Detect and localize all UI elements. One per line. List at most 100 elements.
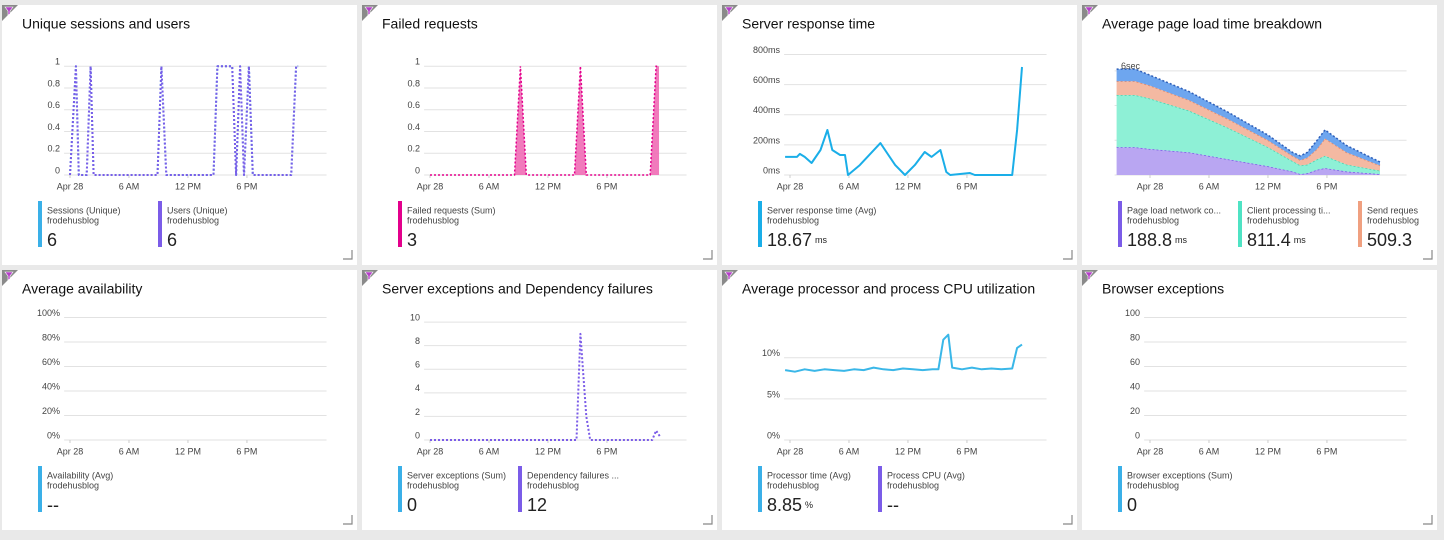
y-tick-label: 0.4 [407, 122, 420, 132]
y-tick-label: 0.2 [407, 144, 420, 154]
legend-unit: ms [1294, 235, 1306, 245]
legend-name: Availability (Avg) [47, 470, 113, 480]
legend-name: Server response time (Avg) [767, 205, 876, 215]
y-tick-label: 0.2 [47, 144, 60, 154]
legend-value: 509.3 [1367, 230, 1412, 250]
legend-entry[interactable]: Users (Unique)frodehusblog 6 [158, 201, 228, 250]
y-tick-label: 200ms [753, 135, 781, 145]
y-tick-label: 100% [37, 308, 60, 318]
tile-title: Average page load time breakdown [1102, 16, 1322, 32]
y-tick-label: 0 [415, 430, 420, 440]
resize-handle[interactable] [343, 250, 353, 260]
x-tick-label: 6 PM [596, 181, 617, 191]
legend-value: 811.4 [1247, 230, 1291, 250]
y-tick-label: 2 [415, 407, 420, 417]
tile-canvas: Average page load time breakdown0sec2sec… [1082, 5, 1433, 260]
y-tick-label: 40% [42, 381, 60, 391]
legend-entry[interactable]: Page load network co...frodehusblog 188.8… [1118, 201, 1221, 250]
legend-name: Dependency failures ... [527, 470, 619, 480]
legend-entry[interactable]: Sessions (Unique)frodehusblog 6 [38, 201, 121, 250]
legend-entry[interactable]: Process CPU (Avg)frodehusblog -- [878, 466, 965, 515]
x-tick-label: 12 PM [535, 446, 561, 456]
x-tick-label: Apr 28 [777, 181, 804, 191]
tile-title: Browser exceptions [1102, 281, 1224, 297]
tile[interactable]: Average page load time breakdown0sec2sec… [1082, 5, 1437, 265]
legend-name: Failed requests (Sum) [407, 205, 496, 215]
y-tick-label: 0 [415, 165, 420, 175]
tile-canvas: Average processor and process CPU utiliz… [722, 270, 1073, 525]
resize-handle[interactable] [1063, 250, 1073, 260]
tile[interactable]: Server response time 0ms 200ms 400ms 600ms 80… [722, 5, 1077, 265]
legend-entry[interactable]: Dependency failures ...frodehusblog 12 [518, 466, 619, 515]
resize-handle[interactable] [1423, 515, 1433, 525]
legend-value: 0 [1127, 495, 1137, 515]
tile[interactable]: Average availability 0% 20% 40% 60% 80% 100% Ap… [2, 270, 357, 530]
y-tick-label: 600ms [753, 75, 781, 85]
series-line [785, 66, 1023, 176]
x-tick-label: 6 AM [839, 446, 860, 456]
series-line [69, 65, 299, 176]
filter-icon [364, 6, 374, 16]
y-tick-label: 1 [55, 57, 60, 67]
legend-source: frodehusblog [1127, 480, 1179, 490]
resize-handle[interactable] [1063, 515, 1073, 525]
filter-icon [4, 271, 14, 281]
tile[interactable]: Browser exceptions 0 20 40 60 80 100 Apr 28 6 AM… [1082, 270, 1437, 530]
x-tick-label: Apr 28 [57, 181, 84, 191]
y-tick-label: 400ms [753, 105, 781, 115]
legend-name: Client processing ti... [1247, 205, 1331, 215]
legend-name: Users (Unique) [167, 205, 228, 215]
y-tick-label: 80% [42, 332, 60, 342]
legend-value-text: 6 [47, 230, 57, 250]
legend-entry[interactable]: Processor time (Avg)frodehusblog 8.85% [758, 466, 851, 515]
legend-source: frodehusblog [887, 480, 939, 490]
x-tick-label: Apr 28 [1137, 446, 1164, 456]
filter-icon [1084, 6, 1094, 16]
y-tick-label: 60% [42, 357, 60, 367]
stacked-area [1116, 69, 1380, 166]
legend-value: 8.85 [767, 495, 802, 515]
legend-source: frodehusblog [767, 480, 819, 490]
tile-title: Server exceptions and Dependency failure… [382, 281, 653, 297]
legend-entry[interactable]: Browser exceptions (Sum)frodehusblog 0 [1118, 466, 1233, 515]
legend-unit: % [805, 500, 813, 510]
y-tick-label: 20% [42, 406, 60, 416]
x-tick-label: 12 PM [1255, 446, 1281, 456]
legend-entry[interactable]: Server response time (Avg)frodehusblog 18… [758, 201, 876, 250]
legend-name: Sessions (Unique) [47, 205, 121, 215]
resize-handle[interactable] [1423, 250, 1433, 260]
resize-handle[interactable] [343, 515, 353, 525]
tile[interactable]: Server exceptions and Dependency failure… [362, 270, 717, 530]
legend-entry[interactable]: Server exceptions (Sum)frodehusblog 0 [398, 466, 506, 515]
legend-entry[interactable]: Failed requests (Sum)frodehusblog 3 [398, 201, 496, 250]
x-tick-label: Apr 28 [777, 446, 804, 456]
x-tick-label: Apr 28 [417, 446, 444, 456]
y-tick-label: 0ms [763, 165, 781, 175]
tile[interactable]: Failed requests 0 0.2 0.4 0.6 0.8 1 Apr 28 6 AM 1… [362, 5, 717, 265]
legend-entry[interactable]: Availability (Avg)frodehusblog -- [38, 466, 113, 515]
legend-name: Send reques [1367, 205, 1419, 215]
x-tick-label: 12 PM [175, 446, 201, 456]
resize-handle[interactable] [703, 250, 713, 260]
tile-canvas: Average availability 0% 20% 40% 60% 80% 100% Ap… [2, 270, 353, 525]
legend-entry[interactable]: Client processing ti...frodehusblog 811.4… [1238, 201, 1331, 250]
series-line [430, 65, 659, 176]
stacked-area [1116, 95, 1380, 175]
x-tick-label: 6 PM [236, 181, 257, 191]
legend-source: frodehusblog [407, 215, 459, 225]
x-tick-label: Apr 28 [57, 446, 84, 456]
resize-handle[interactable] [703, 515, 713, 525]
legend-value: 12 [527, 495, 547, 515]
legend-value: 6 [47, 230, 57, 250]
stacked-area [1116, 81, 1380, 171]
legend-name: Browser exceptions (Sum) [1127, 470, 1233, 480]
series-area [430, 66, 660, 175]
x-tick-label: 6 AM [1199, 446, 1220, 456]
tile[interactable]: Unique sessions and users 0 0.2 0.4 0.6 0.8 1 A… [2, 5, 357, 265]
legend-name: Processor time (Avg) [767, 470, 851, 480]
tile[interactable]: Average processor and process CPU utiliz… [722, 270, 1077, 530]
legend-source: frodehusblog [1367, 215, 1419, 225]
legend-value-text: 18.67 ms [767, 230, 828, 250]
stacked-area [1116, 147, 1380, 175]
